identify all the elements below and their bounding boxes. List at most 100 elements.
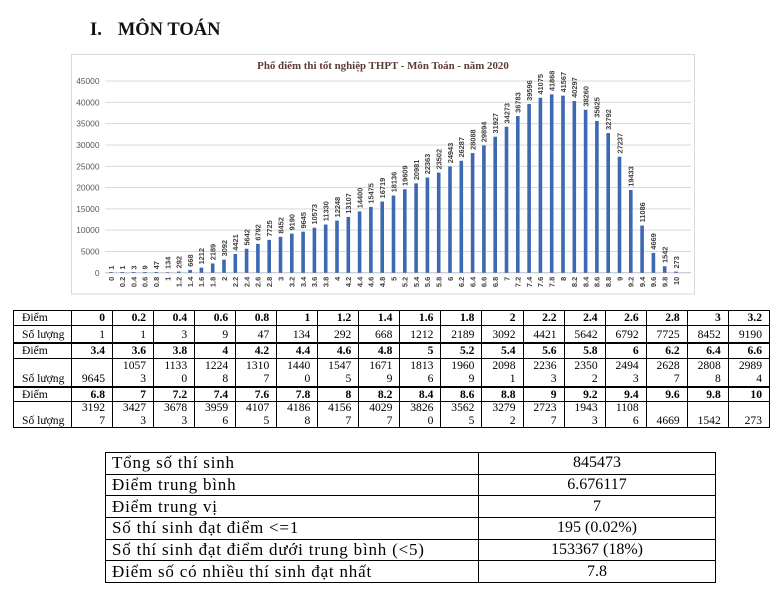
svg-text:9645: 9645 (299, 212, 308, 228)
svg-text:18136: 18136 (389, 172, 398, 193)
svg-text:1.2: 1.2 (175, 277, 184, 287)
svg-text:3.4: 3.4 (299, 276, 308, 287)
svg-text:2: 2 (220, 277, 229, 281)
svg-text:8452: 8452 (276, 217, 285, 233)
svg-text:45000: 45000 (76, 76, 100, 86)
svg-text:41567: 41567 (559, 72, 568, 93)
svg-text:22363: 22363 (423, 154, 432, 175)
svg-text:9.6: 9.6 (649, 277, 658, 287)
svg-text:8.8: 8.8 (604, 277, 613, 287)
svg-text:2.2: 2.2 (231, 277, 240, 287)
svg-text:3.2: 3.2 (288, 277, 297, 287)
svg-text:19609: 19609 (401, 165, 410, 186)
svg-text:2.4: 2.4 (242, 276, 251, 287)
svg-text:9.4: 9.4 (638, 276, 647, 287)
svg-text:11330: 11330 (322, 201, 331, 221)
svg-text:5.8: 5.8 (435, 277, 444, 287)
svg-text:1212: 1212 (197, 248, 206, 264)
svg-text:0: 0 (107, 277, 116, 281)
svg-text:20981: 20981 (412, 160, 421, 181)
svg-text:38260: 38260 (581, 86, 590, 107)
svg-text:5: 5 (389, 277, 398, 281)
svg-text:6792: 6792 (254, 224, 263, 240)
svg-text:1: 1 (163, 277, 172, 281)
svg-text:9.2: 9.2 (627, 277, 636, 287)
svg-text:0: 0 (95, 268, 100, 278)
svg-text:5.4: 5.4 (412, 276, 421, 287)
svg-text:6.4: 6.4 (468, 276, 477, 287)
svg-text:3092: 3092 (220, 240, 229, 256)
svg-text:8.6: 8.6 (593, 277, 602, 287)
svg-text:1542: 1542 (661, 247, 670, 263)
svg-text:41075: 41075 (536, 74, 545, 95)
svg-text:26287: 26287 (457, 137, 466, 158)
svg-text:10000: 10000 (76, 225, 100, 235)
svg-text:1: 1 (107, 265, 116, 269)
svg-text:4421: 4421 (231, 234, 240, 250)
svg-text:7.4: 7.4 (525, 276, 534, 287)
svg-text:32792: 32792 (604, 109, 613, 130)
svg-text:19433: 19433 (627, 166, 636, 187)
svg-text:0.8: 0.8 (152, 277, 161, 287)
svg-text:30000: 30000 (76, 140, 100, 150)
svg-text:6: 6 (446, 277, 455, 281)
svg-text:8.4: 8.4 (581, 276, 590, 287)
svg-text:27237: 27237 (615, 133, 624, 154)
svg-text:0.6: 0.6 (141, 277, 150, 287)
svg-text:2189: 2189 (209, 244, 218, 260)
svg-text:29894: 29894 (480, 121, 489, 142)
svg-text:6.2: 6.2 (457, 277, 466, 287)
svg-text:12248: 12248 (333, 197, 342, 218)
svg-text:4.2: 4.2 (344, 277, 353, 287)
svg-text:20000: 20000 (76, 183, 100, 193)
svg-text:23502: 23502 (435, 149, 444, 170)
svg-text:1.8: 1.8 (209, 277, 218, 287)
svg-text:6.8: 6.8 (491, 277, 500, 287)
svg-text:7.8: 7.8 (548, 277, 557, 287)
svg-text:9190: 9190 (288, 214, 297, 230)
svg-text:34273: 34273 (502, 103, 511, 124)
svg-text:5.6: 5.6 (423, 277, 432, 287)
svg-text:13107: 13107 (344, 193, 353, 214)
svg-text:3: 3 (276, 277, 285, 281)
svg-text:10573: 10573 (310, 204, 319, 225)
svg-text:Phổ điểm thi tốt nghiệp THPT -: Phổ điểm thi tốt nghiệp THPT - Môn Toán … (257, 60, 509, 72)
svg-text:24943: 24943 (446, 143, 455, 164)
svg-text:9.8: 9.8 (661, 277, 670, 287)
svg-text:273: 273 (672, 256, 681, 268)
svg-text:0.2: 0.2 (118, 277, 127, 287)
svg-text:39596: 39596 (525, 80, 534, 101)
svg-text:5000: 5000 (81, 246, 100, 256)
svg-text:4.6: 4.6 (367, 277, 376, 287)
svg-text:7: 7 (502, 277, 511, 281)
svg-text:47: 47 (152, 261, 161, 269)
svg-text:9: 9 (615, 277, 624, 281)
svg-text:7725: 7725 (265, 220, 274, 236)
svg-text:3.6: 3.6 (310, 277, 319, 287)
svg-text:1.4: 1.4 (186, 276, 195, 287)
svg-text:9: 9 (141, 265, 150, 269)
svg-text:0.4: 0.4 (129, 276, 138, 287)
svg-text:10: 10 (672, 277, 681, 285)
svg-text:15000: 15000 (76, 204, 100, 214)
svg-text:1: 1 (118, 265, 127, 269)
svg-text:31927: 31927 (491, 113, 500, 134)
svg-text:11086: 11086 (638, 202, 647, 222)
svg-text:4.8: 4.8 (378, 277, 387, 287)
svg-text:7.2: 7.2 (514, 277, 523, 287)
svg-text:4669: 4669 (649, 233, 658, 249)
svg-text:7.6: 7.6 (536, 277, 545, 287)
svg-text:3: 3 (129, 265, 138, 269)
svg-text:5.2: 5.2 (401, 277, 410, 287)
svg-text:292: 292 (175, 256, 184, 268)
svg-text:3.8: 3.8 (322, 277, 331, 287)
svg-text:2.8: 2.8 (265, 277, 274, 287)
svg-text:6.6: 6.6 (480, 277, 489, 287)
svg-text:5642: 5642 (242, 229, 251, 245)
svg-text:2.6: 2.6 (254, 277, 263, 287)
svg-text:15475: 15475 (367, 183, 376, 204)
svg-text:35625: 35625 (593, 97, 602, 118)
svg-text:134: 134 (163, 256, 172, 269)
svg-text:4: 4 (333, 276, 342, 281)
svg-text:40000: 40000 (76, 97, 100, 107)
